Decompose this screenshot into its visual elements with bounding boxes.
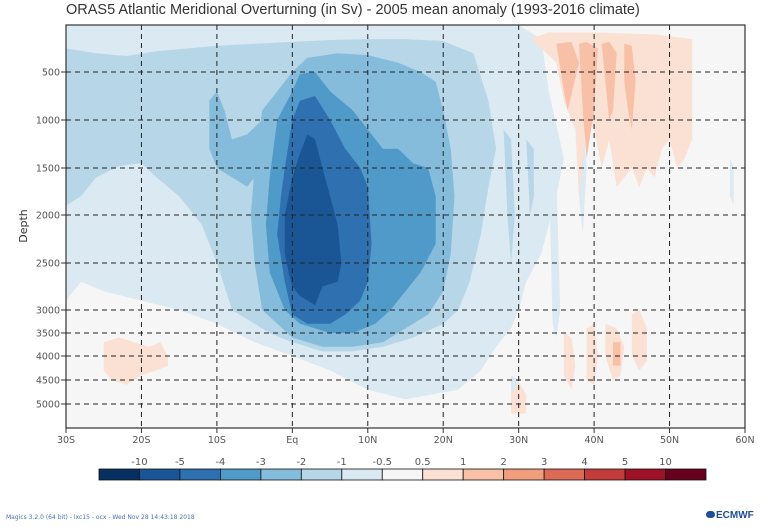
colorbar-label: 5: [622, 457, 628, 468]
ecmwf-logo-icon: [706, 511, 715, 518]
contour-level--1-streak: [729, 158, 734, 206]
contour-level--3-west: [209, 91, 270, 187]
plot-area: [66, 25, 745, 428]
contour-level-2-north: [624, 43, 636, 130]
colorbar-label: -4: [215, 457, 225, 468]
x-tick-label: 40N: [585, 435, 604, 446]
colorbar-label: 2: [500, 457, 506, 468]
contour-level-1-deep: [631, 310, 647, 371]
contour-level--2-streak: [526, 139, 534, 215]
y-tick-label: 2500: [36, 259, 60, 270]
x-tick-label: 60N: [735, 435, 754, 446]
colorbar-label: -5: [175, 457, 185, 468]
contour-level-2-north: [601, 41, 617, 120]
colorbar-swatch: [503, 468, 545, 481]
colorbar-swatch: [300, 468, 343, 481]
colorbar-swatch: [462, 468, 505, 481]
y-tick-label: 4000: [36, 352, 60, 363]
colorbar-swatch: [98, 468, 140, 481]
y-tick-label: 1500: [36, 164, 60, 175]
y-tick-label: 4500: [36, 376, 60, 387]
y-axis: 500 1000 1500 2000 2500 3000 3500 4000 4500 5000: [36, 68, 66, 411]
plot-frame: [65, 24, 746, 429]
colorbar-swatch: [422, 468, 464, 481]
grid-lines: [66, 25, 745, 428]
colorbar-swatch: [260, 468, 302, 481]
x-tick-label: 20S: [132, 435, 150, 446]
colorbar-label: 1: [460, 457, 466, 468]
colorbar-label: -0.5: [373, 457, 393, 468]
y-tick-label: 5000: [36, 400, 60, 411]
x-tick-label: 20N: [434, 435, 453, 446]
colorbar-swatch: [381, 468, 424, 481]
colorbar-swatch: [624, 468, 666, 481]
colorbar: -10 -5 -4 -3 -2 -1 -0.5 0.5 1 2 3 4 5 10: [98, 457, 707, 481]
y-tick-label: 500: [42, 68, 60, 79]
colorbar-swatch: [219, 468, 262, 481]
x-tick-label: 30N: [509, 435, 528, 446]
colorbar-label: -10: [131, 457, 147, 468]
colorbar-swatch: [139, 468, 181, 481]
chart-title: ORAS5 Atlantic Meridional Overturning (i…: [66, 2, 640, 18]
colorbar-label: 3: [541, 457, 547, 468]
x-tick-label: Eq: [286, 435, 298, 446]
contour-level-1-deep: [563, 333, 576, 390]
x-axis: 30S 20S 10S Eq 10N 20N 30N 40N 50N 60N: [57, 428, 755, 446]
x-tick-label: 10N: [358, 435, 377, 446]
colorbar-label: -1: [337, 457, 347, 468]
x-tick-label: 30S: [57, 435, 75, 446]
colorbar-swatch: [543, 468, 586, 481]
colorbar-label: -3: [256, 457, 266, 468]
colorbar-swatch: [179, 468, 221, 481]
x-tick-label: 50N: [660, 435, 679, 446]
y-tick-label: 3500: [36, 329, 60, 340]
colorbar-label: -2: [296, 457, 306, 468]
colorbar-swatch: [665, 468, 707, 481]
colorbar-swatch: [341, 468, 383, 481]
y-tick-label: 3000: [36, 306, 60, 317]
colorbar-label: 10: [659, 457, 672, 468]
ecmwf-logo-text: ECMWF: [716, 510, 754, 521]
colorbar-label: 4: [581, 457, 587, 468]
contour-level-1-south: [103, 337, 168, 385]
ecmwf-logo: ECMWF: [706, 510, 754, 521]
contour-level-2-north: [556, 41, 579, 111]
contour-level-1-deep: [586, 323, 598, 385]
footer-credits: Magics 3.2.0 (64 bit) - lxc15 - ocx - We…: [6, 514, 195, 521]
y-tick-label: 1000: [36, 116, 60, 127]
colorbar-label: 0.5: [415, 457, 431, 468]
contour-level--2-streak: [503, 129, 515, 263]
contour-level-2-north: [579, 41, 598, 159]
y-tick-label: 2000: [36, 211, 60, 222]
contour-level--1-streak: [548, 168, 561, 338]
colorbar-swatch: [584, 468, 626, 481]
x-tick-label: 10S: [208, 435, 226, 446]
contour-level-2-deep: [613, 342, 621, 366]
y-axis-title: Depth: [17, 209, 30, 243]
